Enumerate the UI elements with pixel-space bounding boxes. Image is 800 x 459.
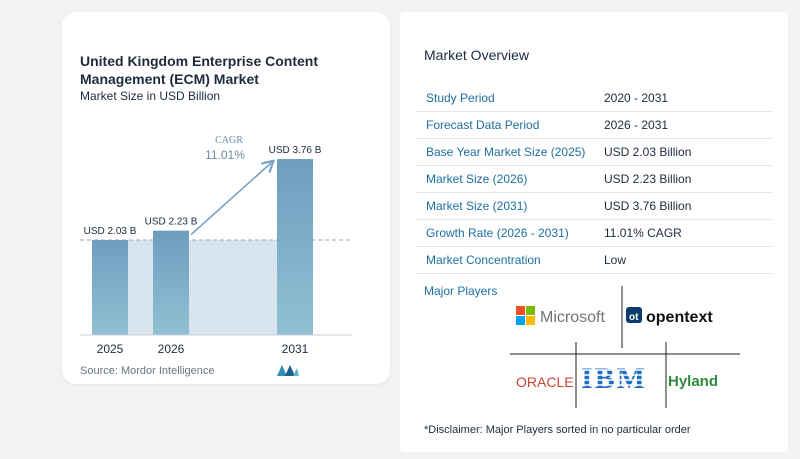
source-note: Source: Mordor Intelligence [80,365,215,377]
logo-text: ORACLE [516,374,574,390]
row-label: Market Size (2031) [416,192,586,220]
x-tick-label: 2025 [97,342,124,356]
chart-subtitle: Market Size in USD Billion [80,89,221,103]
row-value: Low [586,246,772,274]
table-row: Market Size (2031) USD 3.76 Billion [416,192,772,220]
row-label: Forecast Data Period [416,111,586,139]
logo-text: IBM [581,362,647,395]
oracle-logo: ORACLE [516,374,574,390]
base-level-band [92,239,313,335]
overview-table: Study Period 2020 - 2031 Forecast Data P… [416,85,772,274]
logo-text: Hyland [668,373,718,390]
major-players-label: Major Players [424,284,498,298]
data-label: USD 3.76 B [269,145,322,156]
disclaimer: *Disclaimer: Major Players sorted in no … [424,424,691,436]
table-row: Market Size (2026) USD 2.23 Billion [416,165,772,193]
chart-card: United Kingdom Enterprise Content Manage… [62,12,390,384]
row-label: Growth Rate (2026 - 2031) [416,219,586,247]
cagr-label: CAGR [215,135,243,146]
hyland-logo: Hyland [668,373,718,390]
row-value: 11.01% CAGR [586,219,772,247]
table-row: Growth Rate (2026 - 2031) 11.01% CAGR [416,219,772,247]
microsoft-logo: Microsoft [516,306,605,326]
row-value: USD 2.03 Billion [586,138,772,166]
table-row: Base Year Market Size (2025) USD 2.03 Bi… [416,138,772,166]
logo-text: opentext [646,309,713,326]
row-label: Study Period [416,85,586,112]
bar-2025 [92,239,128,335]
market-size-chart: USD 2.03 B 2025 USD 2.23 B 2026 USD 3.76 B 20… [80,135,352,356]
bar-2026 [153,230,189,335]
cagr-arrow [190,163,271,236]
table-row: Study Period 2020 - 2031 [416,85,772,112]
overview-title: Market Overview [424,47,530,63]
row-value: 2026 - 2031 [586,111,772,139]
svg-text:ot: ot [629,312,639,323]
row-value: USD 2.23 Billion [586,165,772,193]
bar-2031 [277,159,313,335]
ibm-logo: IBM [580,362,662,395]
logo-text: Microsoft [540,309,605,326]
row-value: USD 3.76 Billion [586,192,772,220]
row-label: Market Concentration [416,246,586,274]
data-label: USD 2.03 B [84,226,137,237]
x-tick-label: 2031 [282,342,309,356]
major-players-logos: Microsoft ot opentext ORACLE IBM Hyland [510,286,740,408]
chart-title: United Kingdom Enterprise Content Manage… [80,53,318,87]
cagr-value: 11.01% [205,148,245,162]
opentext-logo: ot opentext [626,307,713,326]
x-tick-label: 2026 [158,342,185,356]
row-label: Base Year Market Size (2025) [416,138,586,166]
mordor-logo-icon [277,365,299,376]
data-label: USD 2.23 B [145,217,198,228]
row-label: Market Size (2026) [416,165,586,193]
table-row: Market Concentration Low [416,246,772,274]
market-overview-panel: Market Overview Study Period 2020 - 2031… [400,12,788,452]
table-row: Forecast Data Period 2026 - 2031 [416,111,772,139]
row-value: 2020 - 2031 [586,85,772,112]
